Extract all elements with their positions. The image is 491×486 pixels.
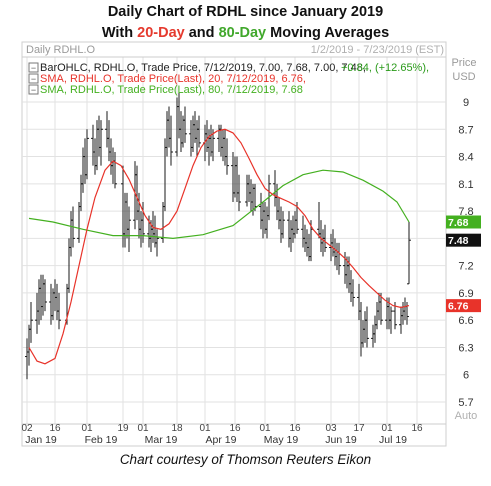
legend: − BarOHLC, RDHL.O, Trade Price, 7/12/201… — [28, 62, 429, 96]
x-day-label: 16 — [411, 423, 423, 434]
ohlc-bar — [29, 302, 33, 343]
chart-frame — [21, 41, 447, 447]
y-tick-label: 7.2 — [458, 261, 473, 273]
x-day-label: 01 — [259, 423, 271, 434]
ohlc-bar — [85, 129, 89, 180]
legend-sma80-text: SMA, RDHL.O, Trade Price(Last), 80, 7/12… — [40, 84, 303, 96]
price-axis-label: Price — [451, 57, 476, 69]
x-month-label: Jul 19 — [379, 434, 407, 446]
ohlc-bar — [57, 292, 61, 330]
title-80-day: 80-Day — [218, 25, 267, 41]
x-day-label: 01 — [199, 423, 211, 434]
sma80-line — [28, 169, 410, 240]
x-day-label: 01 — [381, 423, 393, 434]
x-day-label: 16 — [289, 423, 301, 434]
chart-caption: Chart courtesy of Thomson Reuters Eikon — [119, 452, 372, 467]
price-tags: 7.68 7.48 6.76 — [446, 215, 481, 313]
legend-expand-icon: − — [31, 63, 36, 73]
ohlc-bars — [25, 92, 411, 380]
ohlc-bar — [225, 138, 229, 175]
legend-sma20-box — [28, 73, 39, 84]
x-day-label: 01 — [81, 423, 93, 434]
title-line-1: Daily Chart of RDHL since January 2019 — [107, 4, 384, 20]
ohlc-bar — [211, 129, 215, 162]
y-tick-label: 6.3 — [458, 342, 473, 354]
ohlc-bar — [183, 106, 187, 143]
price-tag-label: 7.48 — [448, 235, 469, 247]
legend-bar-box — [28, 62, 39, 73]
price-tag-box — [446, 215, 481, 229]
title-20-day: 20-Day — [137, 25, 185, 41]
y-tick-label: 7.8 — [458, 206, 473, 218]
y-tick-label: 5.7 — [458, 397, 473, 409]
x-day-label: 19 — [117, 423, 129, 434]
ohlc-bar — [323, 224, 327, 252]
legend-bar-change: +0.84, (+12.65%), — [341, 62, 429, 74]
legend-expand-icon: − — [31, 74, 36, 84]
title-prefix: With — [101, 25, 138, 41]
x-month-label: Feb 19 — [85, 434, 118, 446]
y-tick-label: 8.1 — [458, 179, 473, 191]
x-day-label: 16 — [49, 423, 61, 434]
ohlc-bar — [99, 120, 103, 166]
ohlc-bar — [281, 211, 285, 239]
title-suffix: Moving Averages — [266, 25, 390, 41]
x-month-label: May 19 — [264, 434, 299, 446]
ohlc-bar — [389, 306, 393, 334]
ohlc-bar — [155, 229, 159, 257]
currency-label: USD — [452, 71, 475, 83]
symbol-label: Daily RDHL.O — [26, 44, 96, 56]
x-day-label: 03 — [325, 423, 337, 434]
sma20-line — [28, 128, 410, 365]
x-month-label: Jan 19 — [25, 434, 57, 446]
x-day-label: 17 — [353, 423, 365, 434]
y-tick-label: 6 — [463, 370, 469, 382]
ohlc-bar — [197, 115, 201, 148]
price-tag-box — [446, 233, 481, 247]
y-tick-label: 8.7 — [458, 124, 473, 136]
ohlc-bar — [169, 115, 173, 166]
x-month-label: Apr 19 — [206, 434, 237, 446]
y-tick-label: 9 — [463, 97, 469, 109]
y-tick-label: 6.6 — [458, 315, 473, 327]
legend-sma20-text: SMA, RDHL.O, Trade Price(Last), 20, 7/12… — [40, 73, 306, 85]
price-tag-label: 6.76 — [448, 301, 469, 313]
x-day-label: 18 — [171, 423, 183, 434]
x-day-label: 02 — [21, 423, 33, 434]
ohlc-bar — [365, 306, 369, 348]
x-month-label: Jun 19 — [325, 434, 357, 446]
chart-title: Daily Chart of RDHL since January 2019 W… — [0, 2, 491, 44]
ohlc-bar — [43, 279, 47, 312]
ohlc-bar — [407, 222, 411, 285]
date-range-label: 1/2/2019 - 7/23/2019 (EST) — [311, 44, 444, 56]
y-tick-label: 6.9 — [458, 288, 473, 300]
ohlc-bar — [127, 206, 131, 252]
x-month-label: Mar 19 — [145, 434, 178, 446]
legend-sma80-box — [28, 84, 39, 95]
ohlc-bar — [237, 174, 241, 212]
auto-scale-label: Auto — [455, 410, 478, 422]
legend-bar-text: BarOHLC, RDHL.O, Trade Price, 7/12/2019,… — [40, 62, 366, 74]
title-and: and — [184, 25, 219, 41]
ohlc-bar — [379, 292, 383, 325]
title-line-2: With 20-Day and 80-Day Moving Averages — [0, 23, 491, 44]
y-tick-label: 8.4 — [458, 152, 473, 164]
ohlc-bar — [351, 279, 355, 307]
price-tag-label: 7.68 — [448, 217, 469, 229]
x-day-label: 01 — [137, 423, 149, 434]
price-tag-box — [446, 299, 481, 313]
legend-expand-icon: − — [31, 85, 36, 95]
x-day-label: 16 — [229, 423, 241, 434]
y-axis-ticks: 5.766.36.66.97.27.57.88.18.48.79 — [458, 97, 473, 409]
